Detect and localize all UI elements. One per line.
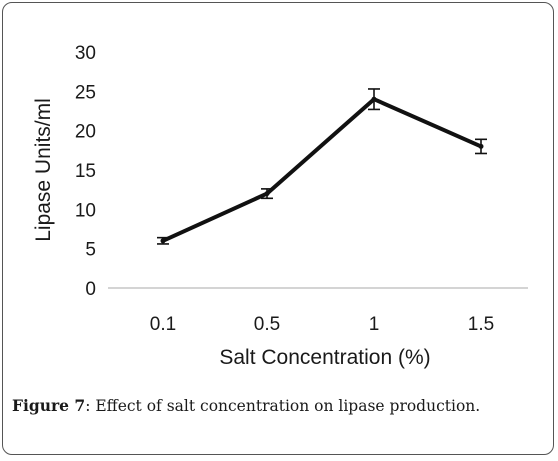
data-point	[264, 191, 270, 197]
caption-figure-label: Figure 7	[12, 396, 86, 415]
x-axis-ticks: 0.1 0.5 1 1.5	[150, 314, 494, 335]
y-axis-ticks: 0 5 10 15 20 25 30	[75, 43, 96, 300]
figure-frame	[2, 2, 554, 455]
y-tick-label: 15	[75, 161, 96, 182]
figure-caption: Figure 7: Effect of salt concentration o…	[12, 396, 542, 415]
x-tick-label: 1.5	[468, 314, 494, 335]
data-point	[160, 238, 166, 244]
data-series	[157, 88, 487, 245]
y-tick-label: 0	[85, 279, 96, 300]
y-axis-label: Lipase Units/ml	[32, 98, 55, 242]
y-tick-label: 10	[75, 200, 96, 221]
x-tick-label: 0.5	[254, 314, 280, 335]
caption-text: : Effect of salt concentration on lipase…	[85, 397, 481, 415]
data-point	[371, 96, 377, 102]
y-tick-label: 30	[75, 43, 96, 64]
x-tick-label: 0.1	[150, 314, 176, 335]
y-tick-label: 5	[85, 240, 96, 261]
x-tick-label: 1	[369, 314, 380, 335]
y-tick-label: 20	[75, 122, 96, 143]
x-axis-label: Salt Concentration (%)	[219, 346, 430, 369]
series-line	[162, 97, 482, 243]
data-point	[478, 143, 484, 149]
y-tick-label: 25	[75, 82, 96, 103]
